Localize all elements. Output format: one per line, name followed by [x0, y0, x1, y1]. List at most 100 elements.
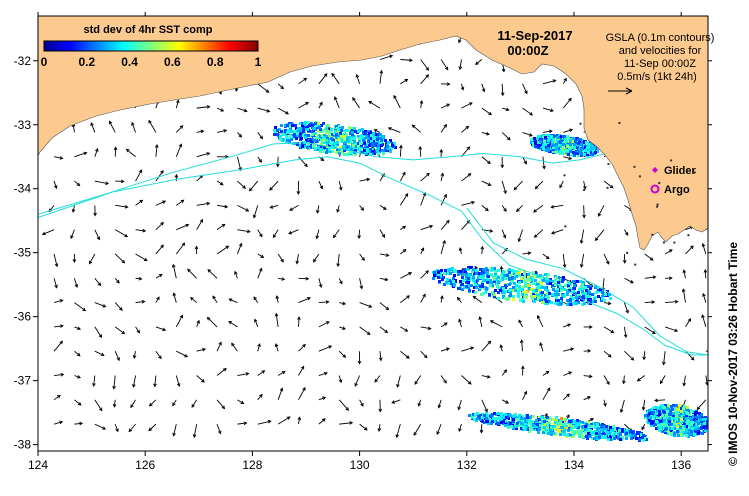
velocity-arrow	[685, 350, 695, 361]
velocity-arrow	[696, 399, 707, 411]
legend-line-3: 11-Sep 00:00Z	[624, 58, 696, 70]
velocity-arrow	[175, 143, 183, 157]
velocity-arrow	[352, 97, 360, 109]
velocity-arrow	[359, 423, 368, 431]
velocity-arrow	[379, 326, 389, 334]
velocity-arrow	[298, 343, 306, 352]
velocity-arrow	[481, 205, 489, 212]
velocity-arrow	[542, 387, 551, 401]
velocity-arrow	[237, 204, 250, 212]
velocity-arrow	[155, 244, 164, 255]
velocity-arrow	[420, 74, 430, 85]
velocity-arrow	[542, 129, 553, 134]
velocity-arrow	[338, 350, 347, 358]
velocity-arrow	[237, 421, 248, 426]
velocity-arrow	[436, 423, 442, 436]
velocity-arrow	[440, 103, 451, 109]
map-frame	[37, 15, 709, 452]
velocity-arrow	[53, 278, 58, 289]
velocity-arrow	[94, 229, 101, 241]
velocity-arrow	[461, 102, 473, 109]
velocity-arrow	[274, 312, 279, 327]
velocity-arrow	[298, 77, 308, 85]
velocity-arrow	[440, 193, 447, 206]
gsla-contour-line	[466, 207, 708, 356]
velocity-arrow	[559, 180, 564, 189]
velocity-arrow	[257, 419, 272, 425]
velocity-arrow	[481, 131, 490, 136]
velocity-arrow	[481, 340, 492, 352]
colorbar-tick-label: 0.8	[207, 55, 224, 69]
velocity-arrow	[332, 229, 340, 239]
velocity-arrow	[399, 171, 406, 182]
velocity-arrow	[479, 424, 484, 434]
velocity-arrow	[175, 99, 180, 109]
velocity-arrow	[339, 301, 347, 306]
velocity-arrow	[74, 302, 87, 312]
velocity-arrow	[315, 229, 320, 240]
velocity-arrow	[379, 229, 386, 238]
velocity-arrow	[176, 350, 189, 358]
velocity-arrow	[703, 268, 708, 279]
velocity-arrow	[90, 122, 96, 133]
velocity-arrow	[355, 73, 361, 84]
velocity-arrow	[536, 314, 544, 328]
velocity-arrow	[257, 253, 265, 258]
sst-patch	[432, 266, 612, 306]
velocity-arrow	[277, 371, 286, 376]
velocity-arrow	[354, 375, 361, 387]
velocity-arrow	[420, 247, 425, 255]
velocity-arrow	[624, 229, 629, 236]
velocity-arrow	[400, 58, 413, 63]
y-tick-label: -32	[14, 54, 32, 68]
velocity-arrow	[339, 421, 354, 425]
velocity-arrow	[534, 180, 544, 190]
velocity-arrow	[277, 83, 285, 90]
velocity-arrow	[237, 107, 248, 113]
velocity-arrow	[175, 314, 183, 328]
velocity-arrow	[516, 205, 523, 213]
velocity-arrow	[257, 229, 263, 238]
velocity-arrow	[338, 399, 350, 411]
velocity-arrow	[298, 365, 305, 376]
colorbar-tick-label: 0	[41, 55, 48, 69]
velocity-arrow	[441, 82, 451, 86]
velocity-arrow	[659, 375, 666, 385]
velocity-arrow	[257, 107, 271, 113]
velocity-arrow	[359, 302, 373, 308]
velocity-arrow	[94, 326, 103, 339]
velocity-arrow	[74, 326, 82, 331]
velocity-arrow	[542, 253, 550, 260]
velocity-arrow	[236, 156, 242, 172]
velocity-arrow	[248, 180, 259, 192]
velocity-arrow	[254, 318, 259, 328]
velocity-arrow	[359, 253, 365, 261]
velocity-arrow	[440, 347, 450, 352]
velocity-arrow	[74, 375, 81, 379]
velocity-arrow	[461, 125, 470, 133]
velocity-arrow	[458, 318, 462, 328]
velocity-arrow	[499, 344, 504, 352]
velocity-arrow	[298, 276, 310, 281]
velocity-arrow	[440, 295, 444, 303]
velocity-arrow	[187, 268, 197, 279]
velocity-arrow	[196, 347, 207, 352]
velocity-arrow	[440, 219, 450, 230]
velocity-arrow	[71, 205, 76, 213]
velocity-arrow	[705, 350, 708, 352]
axis-ticks	[33, 12, 712, 456]
velocity-arrow	[681, 288, 686, 303]
velocity-arrow	[461, 346, 475, 352]
x-tick-label: 128	[242, 458, 262, 472]
velocity-arrow	[94, 423, 107, 430]
gsla-contour-line	[38, 142, 607, 215]
velocity-arrow	[460, 83, 465, 91]
velocity-arrow	[216, 107, 225, 112]
velocity-arrow	[481, 399, 488, 413]
velocity-arrow	[53, 253, 59, 268]
velocity-arrow	[420, 172, 430, 182]
velocity-arrow	[368, 101, 381, 109]
velocity-arrow	[395, 424, 401, 439]
y-tick-label: -34	[14, 182, 32, 196]
velocity-arrow	[289, 204, 299, 211]
